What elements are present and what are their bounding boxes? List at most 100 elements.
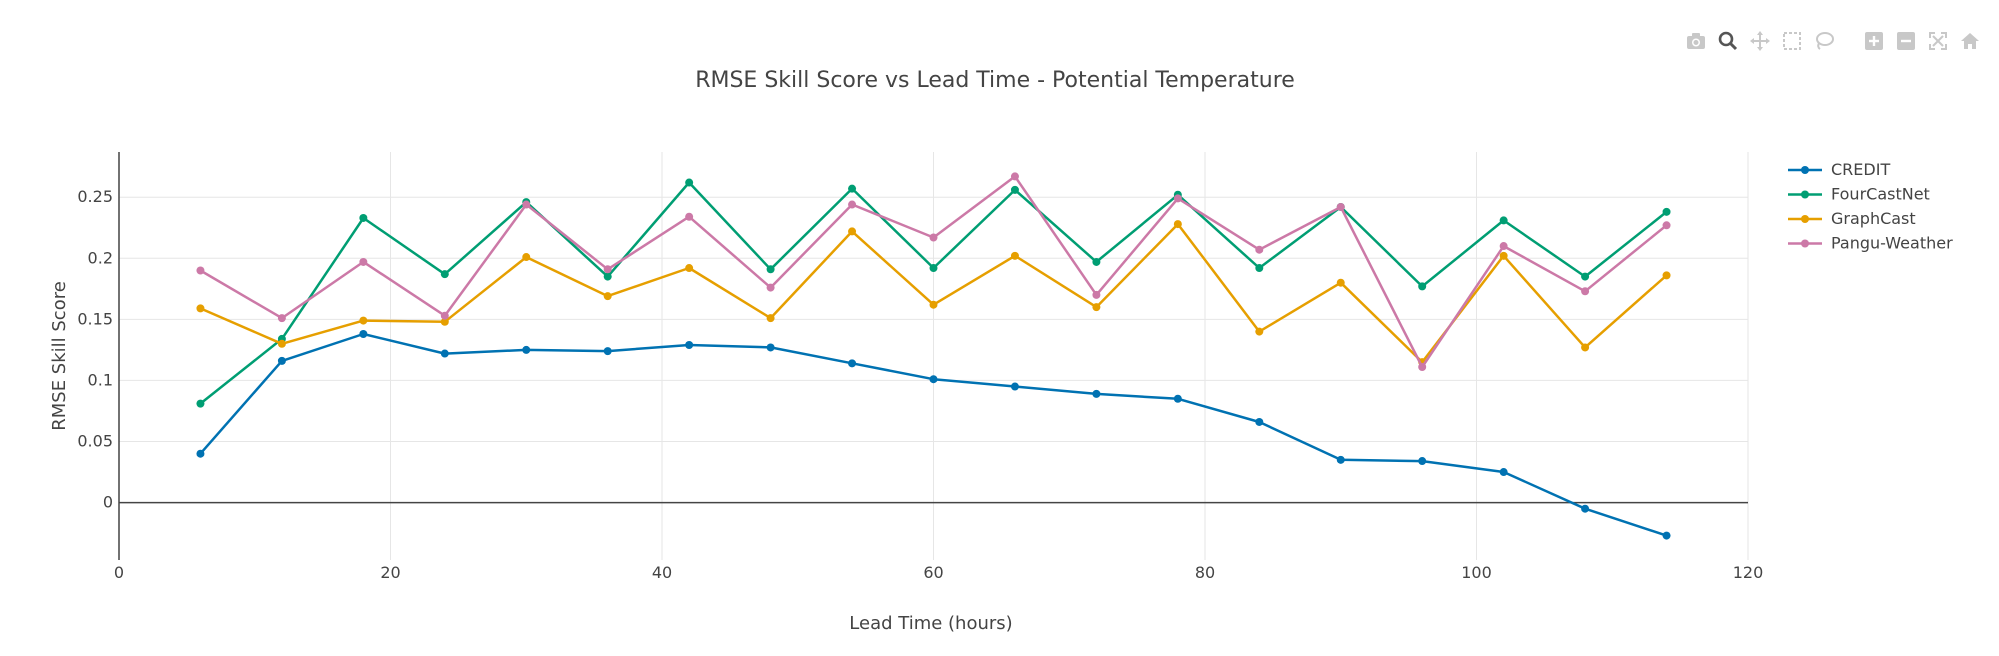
data-point-fourcastnet[interactable] [766,265,775,274]
x-axis-title: Lead Time (hours) [849,613,1012,634]
grid [119,152,1749,560]
y-tick-label: 0.05 [77,432,113,451]
data-point-graphcast[interactable] [929,300,938,309]
data-point-fourcastnet[interactable] [1581,272,1590,281]
data-point-pangu-weather[interactable] [766,283,775,292]
data-point-credit[interactable] [929,375,938,384]
data-point-credit[interactable] [1336,455,1345,464]
legend-swatch-marker [1801,215,1809,223]
legend-item-fourcastnet[interactable]: FourCastNet [1788,185,1930,204]
data-point-pangu-weather[interactable] [440,311,449,320]
data-point-graphcast[interactable] [766,314,775,323]
autoscale-icon[interactable] [1925,28,1951,54]
data-point-pangu-weather[interactable] [1010,172,1019,181]
data-point-credit[interactable] [1010,382,1019,391]
data-point-pangu-weather[interactable] [685,212,694,221]
x-tick-label: 80 [1195,563,1215,582]
reset-axes-icon[interactable] [1957,28,1983,54]
data-point-credit[interactable] [848,359,857,368]
data-point-graphcast[interactable] [1255,327,1264,336]
x-tick-label: 40 [652,563,672,582]
legend-label: FourCastNet [1831,185,1930,204]
data-point-pangu-weather[interactable] [603,265,612,274]
data-point-graphcast[interactable] [1581,343,1590,352]
data-point-credit[interactable] [1092,389,1101,398]
data-point-pangu-weather[interactable] [1499,242,1508,251]
data-point-fourcastnet[interactable] [196,399,205,408]
y-axis-title: RMSE Skill Score [49,281,70,431]
data-point-pangu-weather[interactable] [277,314,286,323]
data-point-pangu-weather[interactable] [359,257,368,266]
data-point-graphcast[interactable] [440,317,449,326]
data-point-credit[interactable] [603,347,612,356]
data-point-pangu-weather[interactable] [929,233,938,242]
data-point-credit[interactable] [1581,504,1590,513]
zoom-icon[interactable] [1715,28,1741,54]
data-point-fourcastnet[interactable] [1418,282,1427,291]
data-point-credit[interactable] [196,449,205,458]
data-point-credit[interactable] [277,356,286,365]
data-point-pangu-weather[interactable] [1581,287,1590,296]
data-point-credit[interactable] [1173,394,1182,403]
data-point-fourcastnet[interactable] [1255,264,1264,273]
data-point-credit[interactable] [685,341,694,350]
lasso-select-icon[interactable] [1811,28,1837,54]
data-point-graphcast[interactable] [1173,220,1182,229]
data-point-graphcast[interactable] [1499,251,1508,260]
data-point-graphcast[interactable] [1336,278,1345,287]
data-point-pangu-weather[interactable] [1255,245,1264,254]
data-point-pangu-weather[interactable] [848,200,857,209]
camera-icon[interactable] [1683,28,1709,54]
data-point-graphcast[interactable] [848,227,857,236]
y-tick-label: 0.25 [77,187,113,206]
y-tick-label: 0.2 [88,248,113,267]
zoom-in-icon[interactable] [1861,28,1887,54]
data-point-fourcastnet[interactable] [359,213,368,222]
data-point-graphcast[interactable] [522,253,531,262]
legend-swatch-marker [1801,239,1809,248]
data-point-credit[interactable] [522,345,531,354]
legend-item-pangu-weather[interactable]: Pangu-Weather [1788,234,1953,253]
data-point-fourcastnet[interactable] [1092,257,1101,266]
data-point-pangu-weather[interactable] [522,200,531,209]
box-select-icon[interactable] [1779,28,1805,54]
data-point-pangu-weather[interactable] [1336,202,1345,211]
data-point-graphcast[interactable] [359,316,368,325]
legend-item-credit[interactable]: CREDIT [1788,160,1890,179]
data-point-graphcast[interactable] [1662,271,1671,280]
legend-label: Pangu-Weather [1831,234,1953,253]
data-point-credit[interactable] [359,330,368,339]
data-point-fourcastnet[interactable] [848,184,857,193]
data-point-graphcast[interactable] [277,339,286,348]
data-point-credit[interactable] [1499,468,1508,477]
data-point-pangu-weather[interactable] [196,266,205,275]
data-point-fourcastnet[interactable] [685,178,694,187]
data-point-credit[interactable] [1662,531,1671,540]
zoom-out-icon[interactable] [1893,28,1919,54]
data-point-fourcastnet[interactable] [1010,185,1019,194]
y-tick-label: 0 [103,493,113,512]
data-point-fourcastnet[interactable] [1662,207,1671,216]
legend-item-graphcast[interactable]: GraphCast [1788,209,1916,228]
pan-icon[interactable] [1747,28,1773,54]
data-point-fourcastnet[interactable] [440,270,449,279]
data-point-pangu-weather[interactable] [1662,221,1671,230]
data-point-pangu-weather[interactable] [1418,362,1427,371]
data-point-fourcastnet[interactable] [929,264,938,273]
data-point-credit[interactable] [1255,417,1264,426]
data-point-credit[interactable] [766,343,775,352]
data-point-pangu-weather[interactable] [1092,290,1101,299]
data-point-fourcastnet[interactable] [603,272,612,281]
data-point-fourcastnet[interactable] [1499,216,1508,225]
data-point-graphcast[interactable] [603,292,612,301]
data-point-graphcast[interactable] [685,264,694,273]
data-point-graphcast[interactable] [1092,303,1101,312]
data-point-pangu-weather[interactable] [1173,194,1182,203]
legend-swatch-marker [1801,190,1809,199]
chart-title: RMSE Skill Score vs Lead Time - Potentia… [695,68,1295,93]
data-point-graphcast[interactable] [196,304,205,313]
data-point-credit[interactable] [440,349,449,358]
data-point-graphcast[interactable] [1010,251,1019,260]
data-point-credit[interactable] [1418,457,1427,466]
legend-swatch-marker [1801,166,1809,174]
